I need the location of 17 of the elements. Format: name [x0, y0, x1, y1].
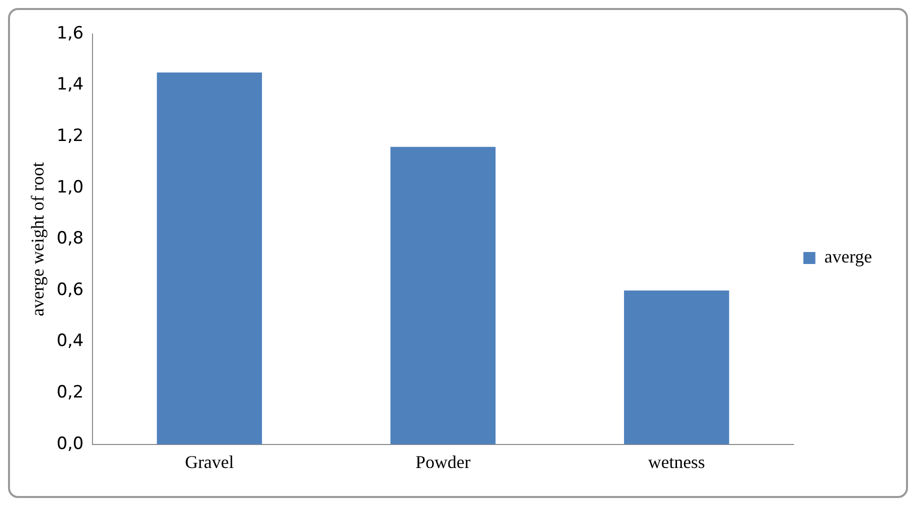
y-tick-label: 0,2	[56, 382, 84, 403]
bar	[156, 72, 262, 444]
y-tick-label: 0,4	[56, 331, 84, 352]
x-tick-label: Powder	[416, 452, 470, 472]
x-tick-label: Gravel	[184, 452, 234, 472]
bar	[390, 146, 496, 444]
bar	[624, 290, 730, 444]
y-tick-label: 1,6	[56, 23, 84, 44]
y-tick-label: 1,4	[56, 74, 84, 95]
y-tick-label: 0,0	[56, 434, 84, 454]
y-tick-label: 1,0	[56, 177, 84, 198]
y-tick-label: 0,6	[56, 280, 84, 300]
y-axis-title: averge weight of root	[28, 162, 48, 316]
x-tick-label: wetness	[648, 452, 706, 472]
y-tick-label: 1,2	[56, 126, 84, 146]
legend-label: averge	[824, 246, 872, 267]
y-tick-label: 0,8	[56, 228, 84, 249]
